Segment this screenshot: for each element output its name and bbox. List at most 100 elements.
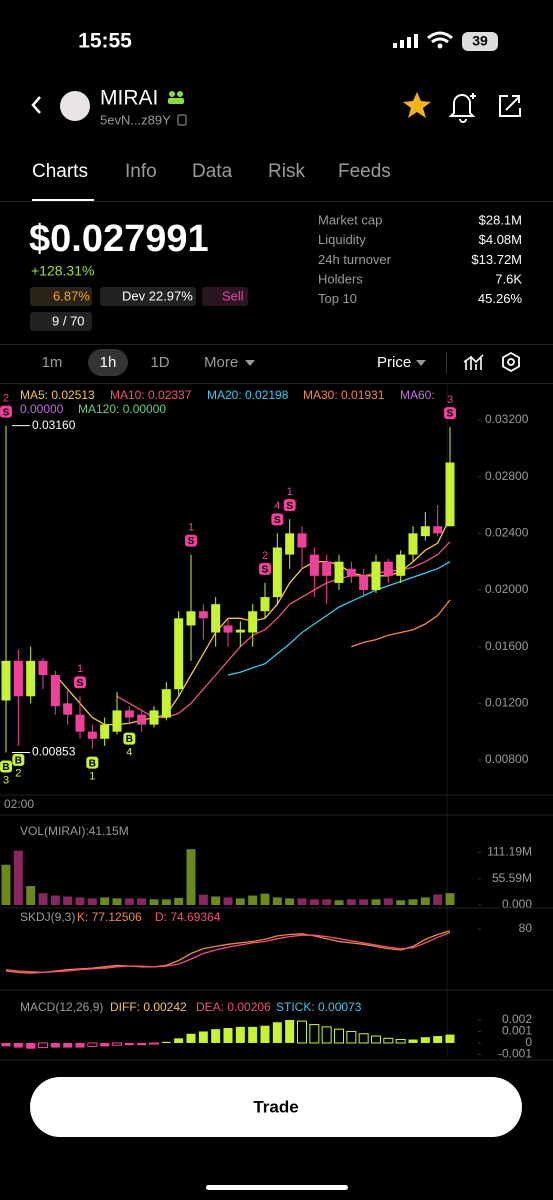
- tab[interactable]: Data: [192, 161, 233, 182]
- y-tick-label: 0.002: [502, 1012, 532, 1026]
- bar: [87, 898, 97, 905]
- alert-button[interactable]: [448, 93, 476, 123]
- ma-legend-item: MA60:: [400, 388, 435, 402]
- trade-marker: [271, 513, 284, 526]
- trade-marker-count: 4: [126, 746, 132, 758]
- bar: [186, 1033, 196, 1043]
- share-button[interactable]: [499, 95, 521, 117]
- bar: [371, 899, 381, 905]
- bar: [63, 896, 73, 905]
- trade-marker: [12, 753, 25, 766]
- candle-body: [112, 710, 122, 732]
- bar: [383, 1037, 394, 1044]
- favorite-button[interactable]: [403, 92, 431, 118]
- address: 5evN...z89Y: [100, 112, 171, 127]
- trade-marker-count: 3: [447, 394, 453, 406]
- trade-marker: [185, 534, 197, 547]
- bar: [371, 1035, 381, 1044]
- trade-marker-count: 1: [287, 486, 293, 498]
- candle-body: [75, 714, 85, 732]
- y-tick-label: 0.01600: [485, 639, 529, 653]
- indicator-line: [5, 931, 451, 974]
- candle-body: [235, 629, 245, 633]
- bar: [211, 1029, 221, 1043]
- home-indicator: [206, 1185, 348, 1190]
- trade-marker: [0, 760, 12, 773]
- interval-button[interactable]: 1D: [150, 354, 169, 371]
- y-tick-label: 0.02000: [485, 582, 529, 596]
- bar: [149, 1042, 159, 1045]
- bar: [112, 898, 122, 905]
- bar: [297, 1020, 307, 1044]
- bar: [100, 1042, 110, 1047]
- badge-text: Sell: [222, 288, 244, 303]
- bar: [38, 893, 48, 905]
- candle-body: [161, 689, 171, 718]
- divider: [0, 383, 553, 384]
- bar: [50, 895, 60, 905]
- bar: [26, 886, 36, 905]
- bar: [13, 850, 23, 905]
- more-button[interactable]: More: [204, 354, 238, 371]
- candle-body: [50, 675, 60, 707]
- back-button[interactable]: [31, 96, 41, 114]
- wifi: [427, 31, 453, 44]
- bar: [321, 1026, 332, 1044]
- trade-marker-count: 1: [89, 771, 95, 783]
- price-button[interactable]: Price: [377, 354, 411, 371]
- badge: [202, 287, 248, 306]
- bar: [174, 897, 184, 905]
- trade-marker: [0, 405, 12, 418]
- stat-label: Liquidity: [318, 232, 366, 247]
- stat-label: 24h turnover: [318, 252, 392, 267]
- ma-line: [351, 599, 451, 648]
- interval-button[interactable]: 1m: [42, 354, 63, 371]
- y-tick-label: 0.000: [502, 897, 532, 911]
- candle-body: [297, 533, 307, 548]
- trade-button[interactable]: [30, 1077, 522, 1137]
- settings-button[interactable]: [502, 351, 520, 373]
- bar: [248, 895, 258, 905]
- avatar[interactable]: [60, 91, 90, 121]
- bar: [50, 1042, 60, 1048]
- bar: [359, 899, 369, 905]
- trade-marker-side: S: [77, 678, 84, 689]
- divider: [0, 201, 553, 202]
- candle-body: [87, 731, 97, 739]
- panel-legend: STICK: 0.00073: [276, 1000, 362, 1014]
- trade-marker: [86, 756, 99, 769]
- candle-body: [174, 618, 184, 690]
- y-tick-label: -0.001: [498, 1047, 532, 1061]
- bar: [124, 898, 134, 905]
- candle-body: [309, 554, 319, 576]
- bar: [433, 894, 443, 905]
- candle-body: [260, 597, 270, 612]
- divider: [0, 344, 553, 345]
- indicator-button[interactable]: [463, 354, 484, 370]
- tab[interactable]: Feeds: [338, 161, 391, 182]
- trade-marker: [259, 562, 271, 575]
- tab[interactable]: Info: [125, 161, 157, 182]
- tab[interactable]: Charts: [32, 161, 88, 182]
- stat-label: Holders: [318, 272, 363, 287]
- tab[interactable]: Risk: [268, 161, 305, 182]
- bar: [358, 1033, 369, 1044]
- ma-legend-item: MA10: 0.02337: [110, 388, 192, 402]
- candle-body: [359, 575, 369, 590]
- bar: [445, 893, 455, 905]
- ma-legend-item: MA120: 0.00000: [78, 402, 166, 416]
- bar: [408, 899, 418, 905]
- copy-button[interactable]: [177, 114, 187, 126]
- candle-body: [322, 561, 332, 576]
- trade-marker-side: B: [126, 734, 133, 745]
- candle-body: [13, 660, 23, 697]
- stat-value: $13.72M: [471, 252, 522, 267]
- interval-button[interactable]: 1h: [100, 354, 117, 371]
- bar: [223, 1028, 233, 1043]
- bar: [248, 1026, 258, 1043]
- charts: 0.03200 0.02800 0.02400 0.02000 0.01600 0.012…: [0, 385, 553, 1061]
- bar: [285, 1019, 295, 1043]
- candle-body: [137, 714, 147, 725]
- bar: [1, 1042, 11, 1047]
